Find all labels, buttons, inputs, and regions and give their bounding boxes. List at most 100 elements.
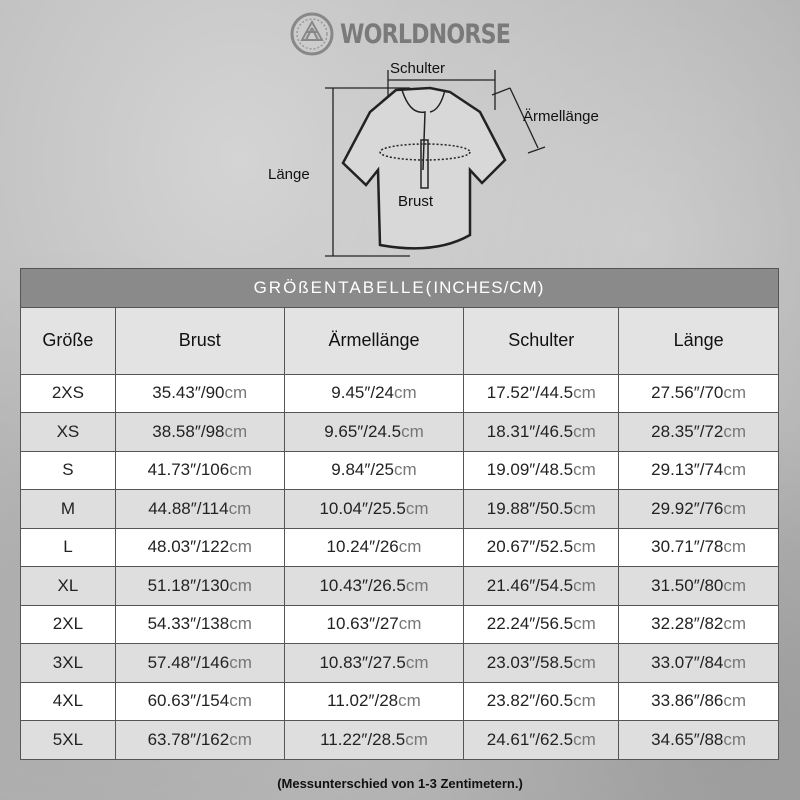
table-title: GRÖßENTABELLE(INCHES/CM) [20,268,779,308]
measurement-cell: 28.35″/72cm [618,412,779,452]
measurement-value: 48.03″/122 [147,537,230,557]
brand-logo: WORLDNORSE [290,12,547,56]
table-row: 3XL 57.48″/146cm 10.83″/27.5cm 23.03″/58.5c… [20,643,779,683]
table-row: L 48.03″/122cm 10.24″/26cm 20.67″/52.5cm 30.… [20,527,779,567]
unit-label: cm [573,575,596,595]
unit-label: cm [723,460,747,480]
title-main: GRÖßENTABELLE( [253,277,434,297]
unit-label: cm [229,652,252,672]
measurement-value: 63.78″/162 [147,729,230,749]
measurement-value: 29.92″/76 [651,498,724,518]
measurement-value: 23.03″/58.5 [486,652,574,672]
measurement-cell: 51.18″/130cm [114,566,285,606]
valknut-icon [290,12,334,56]
measurement-cell: 31.50″/80cm [618,566,779,606]
measurement-value: 9.45″/24 [331,383,395,403]
measurement-cell: 27.56″/70cm [618,373,779,413]
measurement-value: 10.24″/26 [326,537,399,557]
size-cell: 2XL [20,604,116,644]
unit-label: cm [398,537,422,557]
unit-label: cm [401,421,424,441]
measurement-value: 10.63″/27 [326,614,399,634]
table-row: S 41.73″/106cm 9.84″/25cm 19.09″/48.5cm 29.1… [20,450,779,490]
unit-label: cm [573,652,596,672]
unit-label: cm [723,537,747,557]
measurement-cell: 23.03″/58.5cm [463,643,620,683]
measurement-cell: 29.13″/74cm [618,450,779,490]
measurement-value: 19.88″/50.5 [486,498,574,518]
measurement-value: 29.13″/74 [651,460,724,480]
shoulder-label: Schulter [390,60,446,77]
measurement-value: 9.65″/24.5 [324,421,402,441]
unit-label: cm [229,729,252,749]
measurement-value: 33.07″/84 [651,652,724,672]
header-size: Größe [20,306,116,375]
measurement-value: 11.02″/28 [327,691,399,711]
size-cell: 2XS [20,373,116,413]
unit-label: cm [224,421,248,441]
measurement-value: 31.50″/80 [651,575,724,595]
measurement-value: 10.04″/25.5 [319,498,406,518]
measurement-cell: 18.31″/46.5cm [463,412,620,452]
measurement-value: 34.65″/88 [651,729,724,749]
header-length: Länge [618,306,779,375]
header-shoulder: Schulter [463,306,620,375]
measurement-cell: 41.73″/106cm [114,450,285,490]
measurement-cell: 17.52″/44.5cm [463,373,620,413]
measurement-cell: 30.71″/78cm [618,527,779,567]
measurement-cell: 22.24″/56.5cm [463,604,620,644]
size-cell: XL [20,566,116,606]
measurement-cell: 21.46″/54.5cm [463,566,620,606]
unit-label: cm [573,460,596,480]
measurement-cell: 11.02″/28cm [283,681,465,721]
unit-label: cm [229,575,252,595]
unit-label: cm [573,383,596,403]
measurement-cell: 23.82″/60.5cm [463,681,620,721]
measurement-cell: 20.67″/52.5cm [463,527,620,567]
measurement-value: 9.84″/25 [331,460,395,480]
measurement-cell: 10.43″/26.5cm [283,566,465,606]
unit-label: cm [398,614,422,634]
measurement-cell: 57.48″/146cm [114,643,285,683]
unit-label: cm [573,729,596,749]
unit-label: cm [229,614,252,634]
header-row: Größe Brust Ärmellänge Schulter Länge [20,306,779,375]
measurement-value: 17.52″/44.5 [486,383,574,403]
measurement-value: 20.67″/52.5 [486,537,574,557]
measurement-value: 27.56″/70 [651,383,724,403]
measurement-cell: 54.33″/138cm [114,604,285,644]
measurement-value: 28.35″/72 [651,421,724,441]
unit-label: cm [723,729,747,749]
measurement-cell: 33.86″/86cm [618,681,779,721]
measurement-cell: 10.24″/26cm [283,527,465,567]
size-cell: S [20,450,116,490]
measurement-cell: 9.45″/24cm [283,373,465,413]
unit-label: cm [573,498,596,518]
size-cell: 5XL [20,720,116,760]
unit-label: cm [723,421,747,441]
measurement-value: 21.46″/54.5 [486,575,574,595]
unit-label: cm [573,614,596,634]
title-close: ) [537,277,546,297]
unit-label: cm [723,498,747,518]
unit-label: cm [405,498,429,518]
measurement-cell: 10.04″/25.5cm [283,489,465,529]
unit-label: cm [573,691,596,711]
size-chart-table: GRÖßENTABELLE(INCHES/CM) Größe Brust Ärm… [20,268,779,760]
measurement-value: 54.33″/138 [147,614,230,634]
chest-label: Brust [398,193,434,210]
measurement-value: 30.71″/78 [651,537,724,557]
measurement-value: 57.48″/146 [147,652,230,672]
unit-label: cm [723,575,747,595]
measurement-value: 10.43″/26.5 [319,575,406,595]
measurement-cell: 10.83″/27.5cm [283,643,465,683]
measurement-cell: 9.84″/25cm [283,450,465,490]
table-row: 2XL 54.33″/138cm 10.63″/27cm 22.24″/56.5cm 3… [20,604,779,644]
measurement-value: 32.28″/82 [651,614,724,634]
measurement-value: 51.18″/130 [147,575,230,595]
measurement-cell: 24.61″/62.5cm [463,720,620,760]
measurement-cell: 60.63″/154cm [114,681,285,721]
table-row: 2XS 35.43″/90cm 9.45″/24cm 17.52″/44.5cm 27.… [20,373,779,413]
size-cell: 3XL [20,643,116,683]
measurement-value: 44.88″/114 [148,498,229,518]
